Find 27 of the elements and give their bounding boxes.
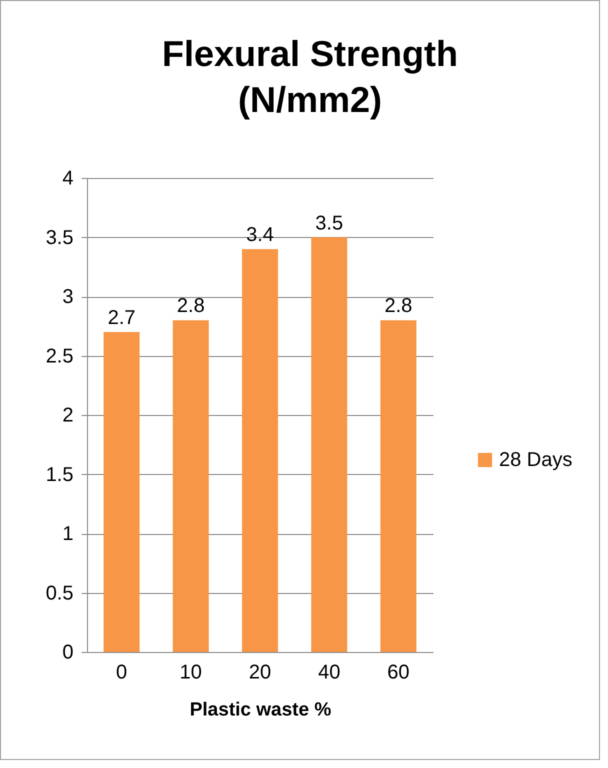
x-tick-label: 20: [248, 662, 272, 684]
data-label: 2.7: [108, 307, 136, 330]
data-label: 3.4: [246, 224, 274, 246]
y-tick-label: 1.5: [46, 464, 74, 486]
bar: [172, 320, 209, 652]
data-label: 2.8: [384, 295, 412, 318]
x-tick-label: 40: [318, 662, 340, 684]
bar: [380, 320, 416, 652]
y-tick-label: 0: [62, 642, 74, 664]
legend-label: 28 Days: [499, 449, 572, 471]
x-tick-label: 0: [116, 662, 128, 684]
x-tick-label: 10: [180, 662, 202, 684]
y-tick-label: 4: [62, 168, 74, 190]
x-axis-title: Plastic waste %: [190, 700, 332, 720]
data-label: 3.5: [315, 212, 344, 234]
data-label: 2.8: [176, 295, 205, 318]
x-tick-label: 60: [387, 662, 410, 684]
y-tick-label: 0.5: [46, 582, 74, 604]
y-tick-label: 2.5: [46, 345, 74, 368]
bar: [311, 237, 348, 652]
bar: [242, 249, 278, 652]
y-tick-label: 1: [62, 523, 74, 545]
y-tick-label: 3.5: [46, 226, 74, 249]
y-tick-label: 2: [62, 404, 74, 426]
y-tick-label: 3: [62, 286, 74, 308]
chart-title: Flexural Strength (N/mm2): [162, 33, 458, 120]
bar: [104, 332, 140, 652]
